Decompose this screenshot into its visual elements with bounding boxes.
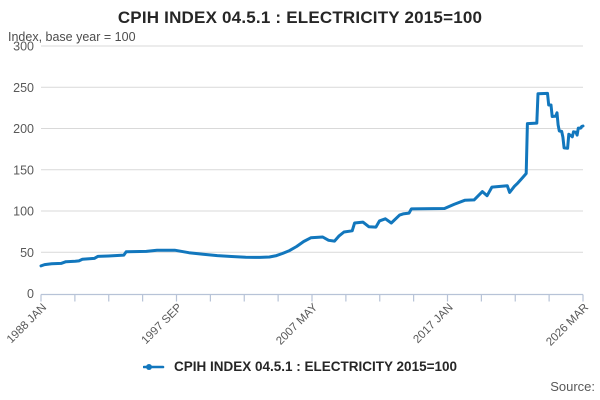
y-axis-tick-label: 0 xyxy=(27,287,34,301)
y-axis-tick-label: 150 xyxy=(13,163,34,177)
y-axis-tick-label: 50 xyxy=(20,246,34,260)
x-axis-tick-label: 2007 MAY xyxy=(274,301,320,347)
y-axis-tick-label: 200 xyxy=(13,122,34,136)
y-axis-tick-label: 100 xyxy=(13,205,34,219)
x-axis-tick-label: 1997 SEP xyxy=(140,301,185,346)
chart-canvas: 0 50 100 150 200 250 300 1988 JAN 1997 SEP 2007 M… xyxy=(5,40,591,349)
y-axis-tick-label: 250 xyxy=(13,81,34,95)
chart-subtitle: Index, base year = 100 xyxy=(8,30,136,44)
legend-line-marker-icon xyxy=(143,361,167,373)
x-axis-tick-label: 2017 JAN xyxy=(411,302,455,346)
legend: CPIH INDEX 04.5.1 : ELECTRICITY 2015=100 xyxy=(0,359,600,374)
source-label: Source: xyxy=(550,379,595,394)
x-axis-tick-label: 1988 JAN xyxy=(5,302,49,346)
series-line xyxy=(39,91,585,268)
chart-title: CPIH INDEX 04.5.1 : ELECTRICITY 2015=100 xyxy=(117,8,483,27)
legend-item-label[interactable]: CPIH INDEX 04.5.1 : ELECTRICITY 2015=100 xyxy=(174,359,457,374)
x-axis-tick-label: 2026 MAR xyxy=(544,302,591,349)
y-axis-tick-label: 300 xyxy=(13,40,34,54)
